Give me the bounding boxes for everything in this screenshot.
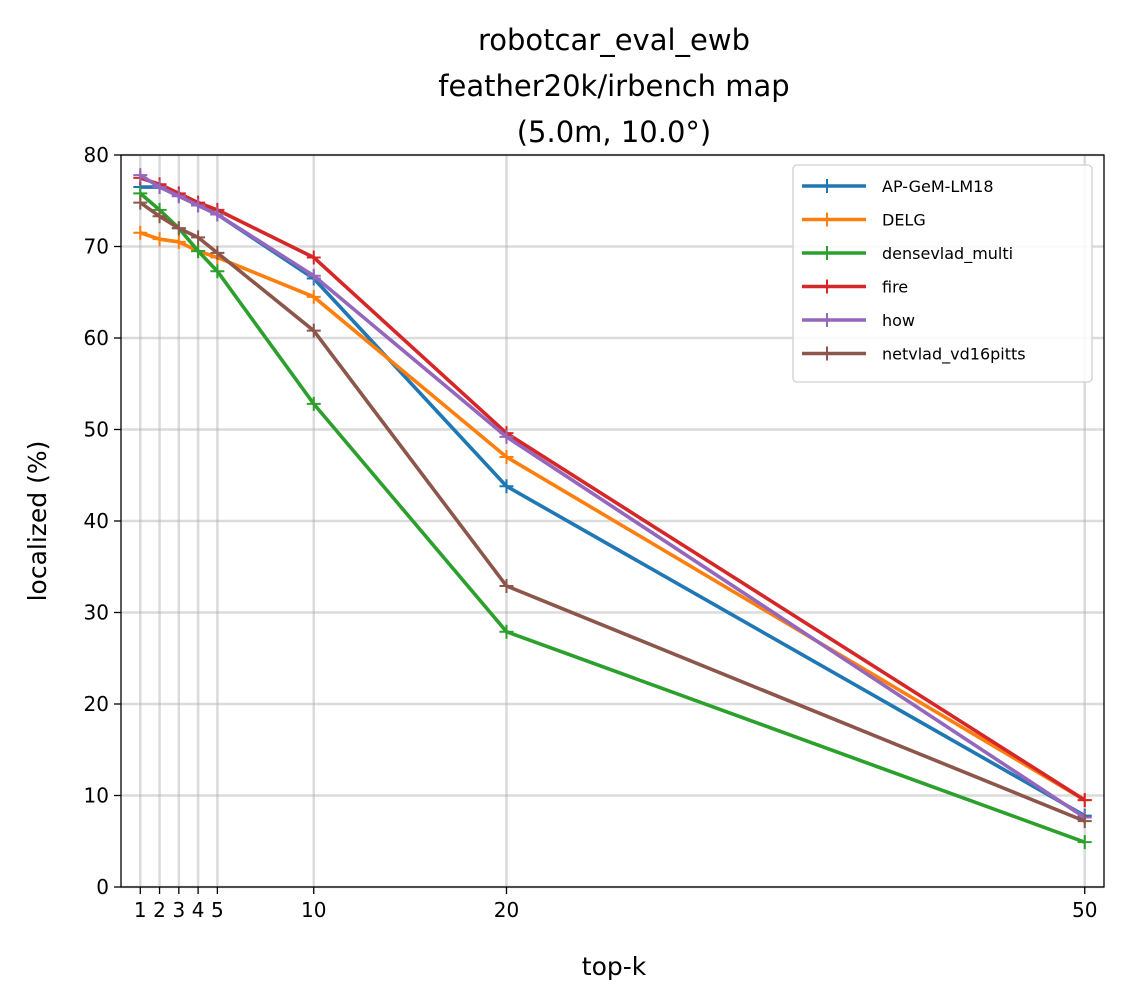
x-tick-label: 5 <box>211 898 224 922</box>
legend-box <box>792 164 1093 383</box>
data-point <box>499 624 514 639</box>
chart-title-line-3: (5.0m, 10.0°) <box>517 115 712 149</box>
x-tick-label: 1 <box>134 898 147 922</box>
data-point <box>210 245 225 260</box>
x-tick-label: 10 <box>301 898 326 922</box>
legend-label: AP-GeM-LM18 <box>882 177 994 196</box>
legend-item: AP-GeM-LM18 <box>802 177 994 196</box>
data-point <box>306 268 321 283</box>
y-tick-label: 40 <box>84 509 109 533</box>
y-tick-label: 60 <box>84 326 109 350</box>
data-point <box>1077 814 1092 829</box>
legend-marker <box>820 279 834 294</box>
series-lines <box>133 168 1092 850</box>
legend-label: how <box>882 311 915 330</box>
series-line <box>139 192 1086 844</box>
ticks: 1 2 3 4 5 10 20 50 0 10 20 30 40 50 60 70 80 <box>84 143 1098 922</box>
legend-item: DELG <box>802 211 926 230</box>
legend-label: fire <box>882 278 908 297</box>
legend-marker <box>820 346 834 361</box>
y-tick-label: 20 <box>84 692 109 716</box>
data-point <box>152 209 167 224</box>
data-point <box>133 168 148 183</box>
data-point <box>1077 835 1092 850</box>
data-point <box>171 189 186 204</box>
y-tick-label: 70 <box>84 235 109 259</box>
y-tick-label: 10 <box>84 784 109 808</box>
data-point <box>499 578 514 593</box>
data-point <box>210 207 225 222</box>
data-point <box>306 250 321 265</box>
data-point <box>306 289 321 304</box>
legend-label: DELG <box>882 211 926 230</box>
data-point <box>133 195 148 210</box>
x-axis-label: top-k <box>582 952 647 981</box>
legend-label: densevlad_multi <box>882 244 1013 264</box>
series-netvlad_vd16pitts <box>133 195 1092 829</box>
y-tick-label: 80 <box>84 143 109 167</box>
data-point <box>210 264 225 279</box>
data-point <box>152 232 167 247</box>
y-tick-label: 50 <box>84 418 109 442</box>
x-tick-label: 50 <box>1072 898 1097 922</box>
data-point <box>306 396 321 411</box>
legend-item: netvlad_vd16pitts <box>802 345 1026 365</box>
y-tick-label: 30 <box>84 601 109 625</box>
legend-marker <box>820 179 834 193</box>
data-point <box>191 198 206 213</box>
data-point <box>171 234 186 249</box>
data-point <box>499 429 514 444</box>
data-point <box>191 230 206 245</box>
chart-title-line-1: robotcar_eval_ewb <box>478 23 750 57</box>
series-line <box>139 173 1086 819</box>
data-point <box>499 479 514 494</box>
data-point <box>152 180 167 195</box>
legend-marker <box>820 246 834 260</box>
legend-marker <box>820 212 834 227</box>
y-tick-label: 0 <box>96 875 109 899</box>
y-axis-label: localized (%) <box>23 441 52 602</box>
chart-title-line-2: feather20k/irbench map <box>438 69 789 103</box>
legend-item: densevlad_multi <box>802 244 1013 264</box>
legend-marker <box>820 313 834 327</box>
series-line <box>139 176 1086 802</box>
legend-item: fire <box>802 278 908 297</box>
data-point <box>133 225 148 240</box>
data-point <box>1077 793 1092 808</box>
x-tick-label: 4 <box>192 898 205 922</box>
data-point <box>499 449 514 464</box>
data-point <box>191 244 206 259</box>
series-line <box>139 201 1086 823</box>
data-point <box>306 323 321 338</box>
x-tick-label: 20 <box>494 898 519 922</box>
x-tick-label: 2 <box>153 898 166 922</box>
legend-label: netvlad_vd16pitts <box>882 345 1026 365</box>
data-point <box>171 221 186 236</box>
x-tick-label: 3 <box>172 898 185 922</box>
legend-item: how <box>802 311 915 330</box>
